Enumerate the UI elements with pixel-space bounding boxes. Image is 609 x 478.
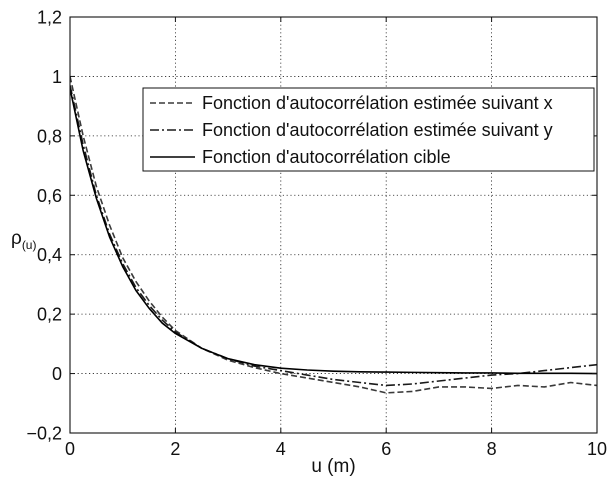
x-axis-label: u (m) [311,456,355,477]
y-tick-label: 0,8 [37,126,62,146]
tick-marks [69,16,598,434]
y-tick-label: −0,2 [26,424,62,444]
y-tick-label: 0,6 [37,186,62,206]
y-tick-label: 0 [52,364,62,384]
x-tick-label: 10 [587,439,607,459]
y-tick-labels: −0,2 0 0,2 0,4 0,6 0,8 1 1,2 [26,8,62,444]
x-tick-label: 8 [487,439,497,459]
legend-label-1: Fonction d'autocorrélation estimée suiva… [202,93,553,113]
plot-frame [69,16,598,434]
y-tick-label: 1,2 [37,8,62,28]
legend: Fonction d'autocorrélation estimée suiva… [142,87,595,172]
y-tick-label: 1 [52,67,62,87]
legend-label-3: Fonction d'autocorrélation cible [202,147,451,167]
series-line-3 [70,88,597,375]
x-tick-label: 6 [381,439,391,459]
plot-background [70,17,597,433]
grid [70,17,597,433]
series-line-1 [70,76,597,394]
y-axis-label-symbol: ρ [11,228,22,249]
legend-box [142,87,595,172]
x-tick-label: 0 [65,439,75,459]
y-axis-label: ρ(u) [11,228,36,252]
legend-label-2: Fonction d'autocorrélation estimée suiva… [202,120,553,140]
x-tick-labels: 0 2 4 6 8 10 [65,439,607,459]
series-line-2 [70,85,597,387]
series-layer [70,76,597,394]
y-tick-label: 0,2 [37,305,62,325]
x-tick-label: 4 [276,439,286,459]
x-tick-label: 2 [170,439,180,459]
y-tick-label: 0,4 [37,245,62,265]
y-axis-label-subscript: (u) [22,238,37,252]
